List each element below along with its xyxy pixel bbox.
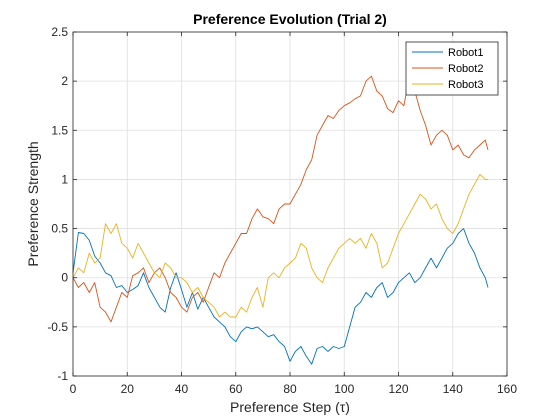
- axis-ticks: 0 20 40 60 80 100 120 140 160 -1 -0.5 0 0.5 1 1.5 2 2.5: [47, 25, 517, 396]
- y-tick-label: 0: [61, 271, 68, 285]
- x-tick-label: 100: [334, 382, 354, 396]
- y-tick-label: 1.5: [51, 123, 68, 137]
- legend-label: Robot3: [448, 79, 483, 91]
- series-line-robot3: [72, 174, 488, 318]
- x-tick-label: 40: [175, 382, 189, 396]
- y-tick-label: 2.5: [51, 25, 68, 39]
- chart-title: Preference Evolution (Trial 2): [193, 11, 387, 27]
- x-tick-label: 20: [121, 382, 135, 396]
- y-tick-label: 0.5: [51, 222, 68, 236]
- x-tick-label: 60: [229, 382, 243, 396]
- x-tick-label: 0: [70, 382, 77, 396]
- y-axis-label: Preference Strength: [25, 141, 41, 266]
- x-tick-label: 80: [283, 382, 297, 396]
- legend-label: Robot1: [448, 47, 483, 59]
- series-line-robot2: [72, 75, 489, 323]
- legend: Robot1 Robot2 Robot3: [405, 41, 499, 96]
- y-tick-label: 1: [61, 172, 68, 186]
- x-tick-label: 160: [497, 382, 517, 396]
- y-tick-label: 2: [61, 74, 68, 88]
- legend-label: Robot2: [448, 63, 483, 75]
- y-tick-label: -0.5: [47, 320, 68, 334]
- series-lines: [72, 75, 489, 365]
- series-line-robot1: [72, 228, 489, 365]
- y-tick-label: -1: [57, 369, 68, 383]
- x-axis-label: Preference Step (τ): [230, 399, 350, 415]
- x-tick-label: 120: [388, 382, 408, 396]
- x-tick-label: 140: [443, 382, 463, 396]
